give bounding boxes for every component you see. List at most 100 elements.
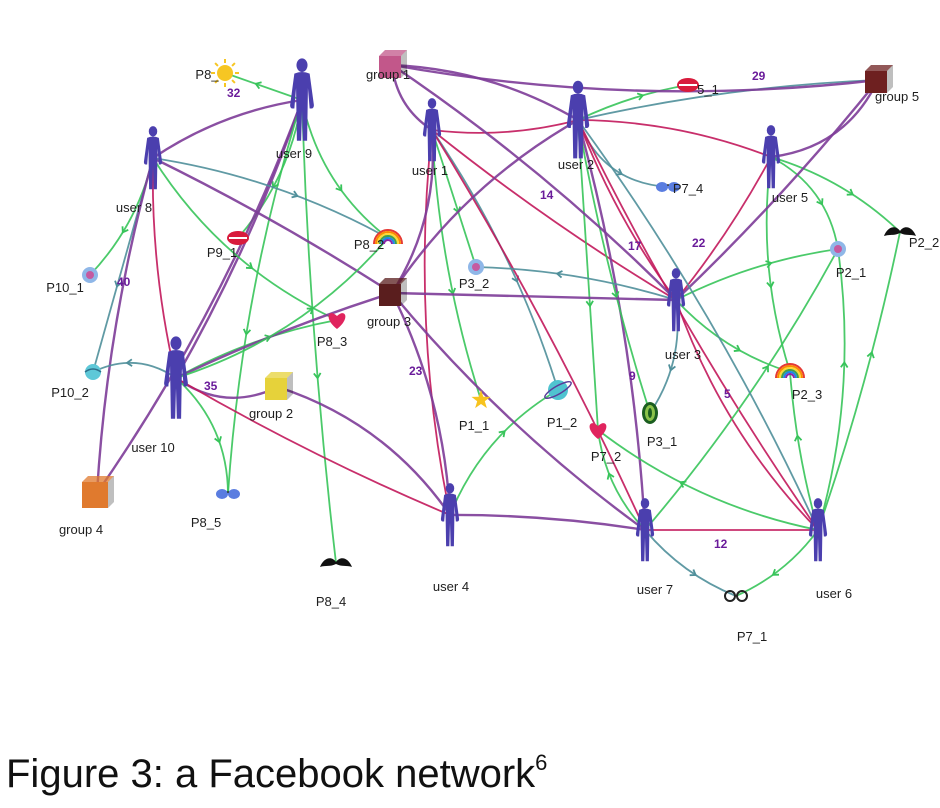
edge-weight-label: 22 [692,236,706,250]
rainbow-icon [775,363,805,379]
edge-arrowhead [679,480,687,488]
edge-weight-label: 32 [227,86,241,100]
face-icon [82,267,98,283]
edge-user_2-P5_1 [577,84,689,121]
node-P7-1: P7_1 [724,590,767,644]
node-label: P8_4 [316,594,346,609]
cube-icon [865,65,893,93]
edge-user_2-group_5 [577,79,879,121]
node-label: P1_2 [547,415,577,430]
node-user-8: user 8 [116,126,163,215]
node-label: P2_2 [909,235,939,250]
edge-arrowhead [689,569,697,577]
edge-user_2-P7_2 [577,119,599,431]
heart-icon [328,313,346,329]
edge-user_8-P10_1 [89,157,154,276]
edge-user_6-P7_1 [735,529,819,597]
edge-labels: 32 40 35 23 14 17 22 9 5 12 29 [117,69,766,551]
edge-group_1-group_5 [391,63,879,93]
sun-icon [211,59,239,87]
edge-user_3-P3_2 [475,266,677,301]
node-P8-5: P8_5 [191,489,240,530]
node-P2-1: P2_1 [830,241,866,280]
edge-weight-label: 23 [409,364,423,378]
edge-arrowhead [606,472,615,480]
node-P10-2: P10_2 [51,364,102,400]
sunglasses-icon [656,182,680,192]
node-label: group 3 [367,314,411,329]
edge-user_3-user_6 [675,299,819,531]
edge-user_6-user_2 [577,119,819,531]
node-label: user 6 [816,586,852,601]
edge-user_10-P8_5 [175,377,229,495]
edge-user_8-group_3 [152,156,393,295]
cube-icon [379,50,407,78]
edge-arrowhead [765,260,773,269]
person-icon [666,268,686,332]
node-P9-1: P9_1 [207,231,249,260]
edge-arrowhead [840,360,849,368]
edge-user_2-user_7 [576,119,647,531]
edge-user_2-user_6 [577,119,819,531]
node-label: user 4 [433,579,469,594]
edge-user_1-P1_2 [431,129,559,391]
node-label: P7_1 [737,629,767,644]
node-label: P3_1 [647,434,677,449]
edge-user_2-P3_1 [577,119,651,414]
node-label: group 2 [249,406,293,421]
person-icon [440,483,460,547]
edge-user_3-P2_3 [675,299,791,373]
edge-user_9-group_4 [96,99,304,494]
edge-user_4-P1_2 [449,389,559,516]
edge-user_1-P1_1 [431,129,482,401]
edge-user_7-P2_1 [644,248,839,531]
edge-weight-label: 35 [204,379,218,393]
edge-weight-label: 5 [724,387,731,401]
edge-arrowhead [291,190,299,199]
node-P1-2: P1_2 [544,380,577,430]
node-label: 5_1 [697,82,719,97]
node-label: user 3 [665,347,701,362]
node-label: P8_2 [354,237,384,252]
node-label: P8_ [195,67,219,82]
edge-user_5-P2_1 [770,156,839,250]
node-label: user 9 [276,146,312,161]
node-P8-2: P8_2 [354,229,403,252]
lips-icon [227,231,249,245]
sunglasses-icon [216,489,240,499]
node-P8-4: P8_4 [316,558,352,609]
edge-user_7-P7_1 [644,529,737,597]
edge-weight-label: 40 [117,275,131,289]
node-label: P10_2 [51,385,89,400]
node-label: P2_3 [792,387,822,402]
edge-user_10-P8_2 [175,237,389,379]
node-P7-4: P7_4 [656,181,703,196]
edge-arrowhead [121,226,129,234]
edge-user_10-P10_2 [92,362,177,379]
edge-user_2-group_3 [391,118,579,294]
edge-user_8-P8_2 [152,157,389,239]
edge-user_1-user_3 [431,129,677,301]
cube-icon [265,372,293,400]
edge-user_4-group_2 [277,385,451,516]
edge-weight-label: 17 [628,239,642,253]
node-P3-1: P3_1 [642,402,677,449]
person-icon [761,125,781,189]
edge-user_9-P8_2 [301,99,389,239]
edge-user_7-group_3 [391,292,646,531]
alien-icon [642,402,658,424]
edge-arrowhead [762,364,769,373]
cube-icon [82,476,114,508]
node-label: group 5 [875,89,919,104]
node-label: user 5 [772,190,808,205]
edge-user_2-group_1 [391,63,579,122]
edge-arrowhead [254,81,262,90]
node-label: P8_3 [317,334,347,349]
edge-user_1-P3_2 [431,129,477,268]
edge-arrowhead [771,568,780,576]
node-user-1: user 1 [412,98,448,178]
edge-arrowhead [214,436,222,444]
star-icon [471,390,491,409]
node-label: P3_2 [459,276,489,291]
